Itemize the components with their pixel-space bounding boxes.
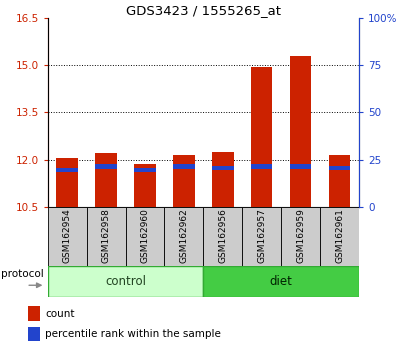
Title: GDS3423 / 1555265_at: GDS3423 / 1555265_at (126, 4, 281, 17)
Bar (251, 165, 272, 169)
Text: protocol: protocol (1, 269, 44, 279)
Bar (48, 207, 87, 266)
Bar (203, 207, 242, 266)
Bar (173, 155, 195, 207)
Bar (134, 165, 156, 207)
Bar (290, 165, 311, 169)
Bar (95, 153, 117, 207)
Bar (134, 168, 156, 172)
Text: GSM162959: GSM162959 (296, 208, 305, 263)
Bar (125, 207, 164, 266)
Bar (48, 266, 203, 297)
Bar (251, 67, 272, 207)
Text: GSM162954: GSM162954 (63, 208, 72, 263)
Bar (320, 207, 359, 266)
Text: count: count (46, 309, 75, 319)
Bar (164, 207, 203, 266)
Bar (281, 207, 320, 266)
Bar (329, 166, 350, 170)
Text: GSM162957: GSM162957 (257, 208, 266, 263)
Text: GSM162956: GSM162956 (218, 208, 227, 263)
Bar (56, 158, 78, 207)
Bar (87, 207, 125, 266)
Bar (212, 166, 234, 170)
Text: GSM162960: GSM162960 (141, 208, 149, 263)
Bar (56, 168, 78, 172)
Text: diet: diet (270, 275, 293, 288)
Text: control: control (105, 275, 146, 288)
Text: GSM162962: GSM162962 (179, 208, 188, 263)
Bar (28, 307, 40, 321)
Bar (242, 207, 281, 266)
Bar (28, 327, 40, 342)
Bar (203, 266, 359, 297)
Text: percentile rank within the sample: percentile rank within the sample (46, 329, 221, 339)
Bar (329, 155, 350, 207)
Text: GSM162961: GSM162961 (335, 208, 344, 263)
Text: GSM162958: GSM162958 (102, 208, 110, 263)
Bar (212, 152, 234, 207)
Bar (95, 165, 117, 169)
Bar (173, 165, 195, 169)
Bar (290, 56, 311, 207)
